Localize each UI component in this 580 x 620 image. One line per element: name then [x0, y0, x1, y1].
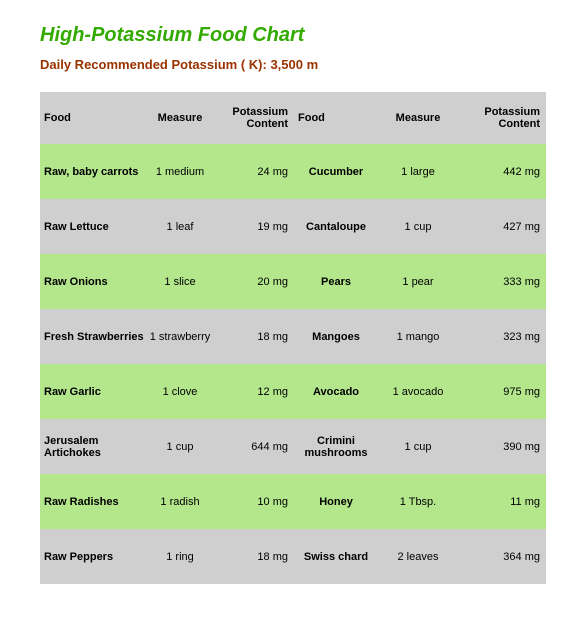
measure-cell: 1 cup	[378, 199, 458, 254]
measure-cell: 1 leaf	[146, 199, 214, 254]
measure-cell: 1 large	[378, 144, 458, 199]
content-cell: 442 mg	[458, 144, 546, 199]
food-cell: Fresh Strawberries	[40, 309, 146, 364]
measure-cell: 1 Tbsp.	[378, 474, 458, 529]
food-cell: Raw, baby carrots	[40, 144, 146, 199]
measure-cell: 1 pear	[378, 254, 458, 309]
table-row: Raw, baby carrots1 medium24 mgCucumber1 …	[40, 144, 546, 199]
measure-cell: 1 radish	[146, 474, 214, 529]
food-cell: Cantaloupe	[294, 199, 378, 254]
food-cell: Swiss chard	[294, 529, 378, 584]
table-row: Raw Peppers1 ring18 mgSwiss chard2 leave…	[40, 529, 546, 584]
content-cell: 975 mg	[458, 364, 546, 419]
content-cell: 427 mg	[458, 199, 546, 254]
table-row: Jerusalem Artichokes1 cup644 mgCrimini m…	[40, 419, 546, 474]
content-cell: 24 mg	[214, 144, 294, 199]
content-cell: 18 mg	[214, 309, 294, 364]
food-cell: Mangoes	[294, 309, 378, 364]
col-header: Measure	[146, 92, 214, 144]
food-cell: Raw Onions	[40, 254, 146, 309]
food-cell: Raw Radishes	[40, 474, 146, 529]
content-cell: 390 mg	[458, 419, 546, 474]
measure-cell: 1 strawberry	[146, 309, 214, 364]
measure-cell: 1 medium	[146, 144, 214, 199]
measure-cell: 1 ring	[146, 529, 214, 584]
measure-cell: 1 cup	[378, 419, 458, 474]
food-table: FoodMeasurePotassium ContentFoodMeasureP…	[40, 92, 546, 584]
food-cell: Crimini mushrooms	[294, 419, 378, 474]
content-cell: 10 mg	[214, 474, 294, 529]
measure-cell: 1 clove	[146, 364, 214, 419]
table-header-row: FoodMeasurePotassium ContentFoodMeasureP…	[40, 92, 546, 144]
measure-cell: 1 slice	[146, 254, 214, 309]
content-cell: 333 mg	[458, 254, 546, 309]
col-header: Measure	[378, 92, 458, 144]
content-cell: 12 mg	[214, 364, 294, 419]
col-header: Potassium Content	[458, 92, 546, 144]
food-cell: Pears	[294, 254, 378, 309]
col-header: Potassium Content	[214, 92, 294, 144]
table-row: Raw Radishes1 radish10 mgHoney1 Tbsp.11 …	[40, 474, 546, 529]
food-cell: Jerusalem Artichokes	[40, 419, 146, 474]
measure-cell: 1 cup	[146, 419, 214, 474]
content-cell: 364 mg	[458, 529, 546, 584]
food-cell: Honey	[294, 474, 378, 529]
chart-subtitle: Daily Recommended Potassium ( K): 3,500 …	[40, 57, 548, 72]
col-header: Food	[40, 92, 146, 144]
content-cell: 20 mg	[214, 254, 294, 309]
content-cell: 323 mg	[458, 309, 546, 364]
measure-cell: 1 mango	[378, 309, 458, 364]
table-row: Raw Lettuce1 leaf19 mgCantaloupe1 cup427…	[40, 199, 546, 254]
page: High-Potassium Food Chart Daily Recommen…	[0, 0, 580, 584]
content-cell: 644 mg	[214, 419, 294, 474]
table-row: Raw Onions1 slice20 mgPears1 pear333 mg	[40, 254, 546, 309]
food-cell: Raw Garlic	[40, 364, 146, 419]
col-header: Food	[294, 92, 378, 144]
food-cell: Raw Peppers	[40, 529, 146, 584]
content-cell: 11 mg	[458, 474, 546, 529]
table-row: Raw Garlic1 clove12 mgAvocado1 avocado97…	[40, 364, 546, 419]
food-cell: Raw Lettuce	[40, 199, 146, 254]
measure-cell: 2 leaves	[378, 529, 458, 584]
content-cell: 19 mg	[214, 199, 294, 254]
food-cell: Cucumber	[294, 144, 378, 199]
table-row: Fresh Strawberries1 strawberry18 mgMango…	[40, 309, 546, 364]
content-cell: 18 mg	[214, 529, 294, 584]
food-cell: Avocado	[294, 364, 378, 419]
measure-cell: 1 avocado	[378, 364, 458, 419]
chart-title: High-Potassium Food Chart	[40, 24, 548, 47]
